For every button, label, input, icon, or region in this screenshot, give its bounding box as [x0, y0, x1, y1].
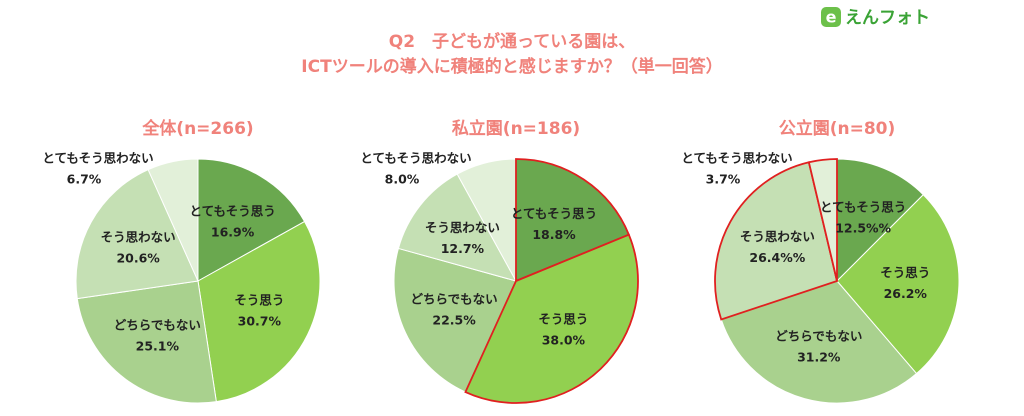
slice-label: そう思う — [234, 293, 284, 308]
pie-slice — [720, 280, 918, 404]
logo-box — [821, 7, 841, 27]
slice-label: とてもそう思う — [820, 199, 906, 214]
slice-label: そう思わない — [425, 220, 500, 235]
slice-value: 30.7% — [238, 314, 282, 329]
slice-value: 16.9% — [211, 225, 255, 240]
slice-value: 6.7% — [67, 172, 102, 187]
slice-value: 3.7% — [706, 172, 741, 187]
title-line: ICTツールの導入に積極的と感じますか？（単一回答） — [301, 56, 722, 77]
pie-slice — [75, 168, 199, 300]
pie-slice — [76, 280, 217, 404]
slice-label: そう思わない — [740, 229, 815, 244]
slice-value: 8.0% — [385, 172, 420, 187]
slice-value: 20.6% — [116, 251, 160, 266]
slice-value: 26.2% — [884, 286, 928, 301]
pie-slice — [836, 158, 924, 283]
pie-slice — [464, 233, 639, 404]
slice-value: 12.7% — [441, 241, 485, 256]
pie-slice — [714, 161, 839, 321]
slice-label: どちらでもない — [114, 317, 201, 332]
slice-label: とてもそう思う — [511, 206, 597, 221]
pie-slice — [515, 158, 631, 283]
slice-label: そう思わない — [101, 230, 176, 245]
slice-label: どちらでもない — [775, 328, 862, 343]
slice-label: とてもそう思う — [189, 204, 275, 219]
pie-slice — [393, 247, 517, 393]
logo: e えんフォト — [821, 7, 930, 28]
pie-slice — [197, 220, 321, 403]
title-line: Q2 子どもが通っている園は、 — [389, 31, 635, 52]
pie-slice — [397, 173, 518, 282]
logo-text: えんフォト — [845, 8, 930, 28]
pie-title: 公立園(n=80) — [779, 118, 896, 139]
pie-slice — [836, 194, 960, 375]
pie-slice — [197, 158, 306, 282]
slice-value: 12.5%% — [835, 220, 891, 235]
slice-value: 38.0% — [542, 333, 586, 348]
pie-slice — [147, 158, 199, 282]
slice-label: そう思う — [538, 312, 588, 327]
slice-value: 22.5% — [432, 312, 476, 327]
slice-label: とてもそう思わない — [681, 151, 792, 166]
slice-label: そう思う — [880, 265, 930, 280]
slice-label: どちらでもない — [411, 291, 498, 306]
slice-value: 18.8% — [532, 227, 576, 242]
pie-title: 全体(n=266) — [141, 118, 253, 139]
pie-slice — [807, 158, 838, 282]
slice-value: 26.4%% — [749, 250, 805, 265]
slice-value: 31.2% — [797, 349, 841, 364]
slice-label: とてもそう思わない — [42, 151, 153, 166]
slice-label: とてもそう思わない — [360, 151, 471, 166]
slice-value: 25.1% — [136, 338, 180, 353]
logo-icon: e — [826, 8, 837, 27]
pie-title: 私立園(n=186) — [452, 118, 580, 139]
